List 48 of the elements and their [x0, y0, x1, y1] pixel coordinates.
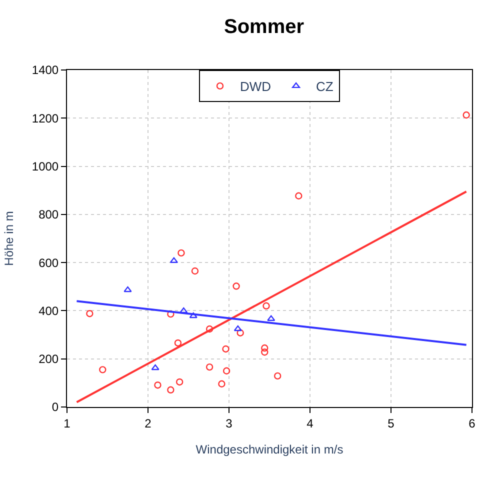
point — [274, 372, 282, 380]
point — [191, 267, 199, 275]
point — [462, 111, 470, 119]
x-tick-label: 2 — [144, 416, 152, 430]
point — [222, 367, 230, 374]
point — [295, 192, 302, 200]
legend-label: CZ — [316, 79, 334, 94]
point — [267, 315, 276, 321]
y-tick-label: 1000 — [32, 159, 59, 174]
x-axis-title: Windgeschwindigkeit in m/s — [196, 442, 344, 456]
point — [154, 382, 162, 389]
y-tick-label: 800 — [38, 208, 59, 222]
point — [232, 282, 240, 290]
point — [222, 345, 230, 353]
point — [176, 378, 184, 386]
point — [189, 312, 198, 318]
chart-title: Sommer — [224, 16, 304, 38]
point — [124, 286, 132, 292]
point — [261, 344, 268, 352]
y-tick-label: 200 — [38, 352, 59, 366]
y-tick-label: 1400 — [32, 63, 59, 78]
y-tick-label: 0 — [52, 400, 59, 414]
point — [99, 366, 106, 374]
point — [178, 249, 185, 257]
point — [206, 363, 214, 371]
x-tick-label: 5 — [388, 416, 395, 430]
y-tick-label: 600 — [38, 256, 59, 270]
point — [206, 325, 214, 333]
x-tick-label: 4 — [306, 416, 314, 430]
y-tick-label: 1200 — [32, 111, 59, 126]
point — [236, 329, 244, 336]
x-tick-label: 3 — [226, 416, 233, 430]
point — [180, 307, 188, 314]
point — [174, 339, 182, 347]
y-tick-label: 400 — [38, 304, 59, 318]
point — [218, 380, 226, 388]
x-tick-label: 1 — [64, 416, 71, 430]
legend-label: DWD — [240, 79, 272, 94]
point — [234, 325, 242, 332]
point — [86, 310, 94, 318]
point — [167, 386, 174, 394]
point — [170, 257, 178, 263]
y-axis-title: Höhe in m — [2, 211, 16, 266]
point — [262, 302, 270, 310]
point — [151, 364, 160, 370]
x-tick-label: 6 — [468, 416, 476, 430]
point — [167, 310, 174, 318]
point — [261, 348, 268, 356]
